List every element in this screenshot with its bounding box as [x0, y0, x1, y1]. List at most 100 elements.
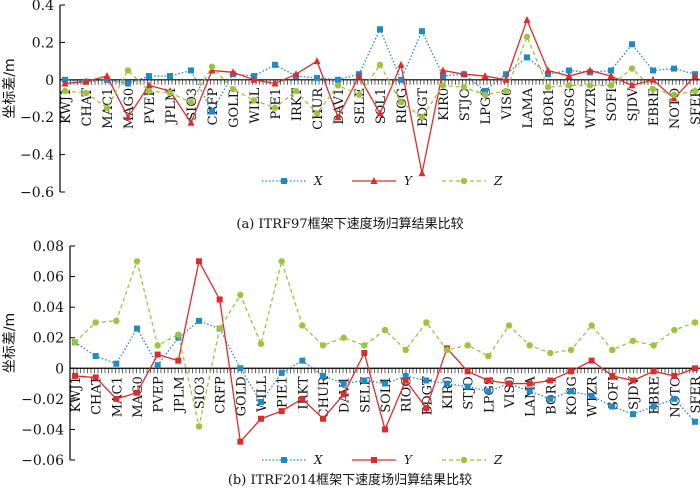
x-category-label: SELE: [358, 376, 373, 413]
marker-square-icon: [423, 405, 430, 412]
marker-triangle-icon: [691, 72, 699, 80]
x-category-label: DAV1: [332, 88, 347, 125]
marker-square-icon: [524, 54, 530, 61]
marker-triangle-icon: [397, 60, 405, 68]
marker-square-icon: [650, 403, 657, 410]
marker-square-icon: [154, 351, 161, 358]
marker-circle-icon: [649, 85, 657, 93]
legend-label: Y: [404, 453, 413, 467]
marker-circle-icon: [133, 258, 141, 265]
x-category-label: PIE1: [276, 376, 291, 408]
x-category-label: WTZR: [584, 87, 599, 129]
marker-triangle-icon: [586, 66, 594, 74]
marker-square-icon: [692, 365, 698, 372]
y-axis-label: 坐标差/m: [2, 58, 18, 118]
marker-circle-icon: [609, 346, 616, 354]
marker-square-icon: [566, 67, 572, 74]
marker-square-icon: [419, 28, 425, 35]
marker-square-icon: [361, 377, 368, 384]
x-category-label: CHAT: [90, 376, 105, 415]
x-category-label: KOSG: [563, 88, 578, 127]
marker-square-icon: [125, 80, 131, 87]
marker-square-icon: [196, 258, 202, 265]
x-category-label: JPLM: [164, 88, 179, 126]
marker-square-icon: [258, 415, 264, 422]
marker-triangle-icon: [334, 113, 342, 121]
marker-triangle-icon: [607, 72, 615, 80]
marker-square-icon: [175, 357, 182, 364]
marker-circle-icon: [313, 110, 321, 117]
marker-circle-icon: [628, 65, 636, 72]
marker-triangle-icon: [61, 79, 69, 87]
marker-square-icon: [464, 383, 471, 390]
legend-label: Y: [404, 174, 413, 188]
chart-panel-b: 0.08 0.06 0.04 0.02 0 −0.02 −0.04 −0.06 坐标差/m KWJ…: [2, 239, 700, 469]
marker-triangle-icon: [355, 72, 363, 80]
marker-square-icon: [526, 380, 533, 387]
marker-circle-icon: [460, 177, 468, 185]
marker-circle-icon: [195, 423, 203, 430]
y-tick-label: −0.04: [21, 422, 64, 438]
marker-square-icon: [630, 377, 636, 384]
legend-label: Z: [493, 453, 503, 467]
marker-square-icon: [588, 357, 595, 364]
marker-circle-icon: [216, 325, 223, 332]
marker-square-icon: [258, 398, 264, 405]
marker-circle-icon: [334, 82, 342, 89]
y-tick-label: −0.2: [20, 110, 54, 126]
marker-triangle-icon: [208, 66, 216, 74]
marker-square-icon: [503, 71, 509, 78]
marker-square-icon: [485, 377, 492, 384]
y-tick-label: 0.04: [33, 300, 64, 316]
marker-circle-icon: [526, 342, 533, 349]
y-tick-label: 0.06: [33, 270, 64, 286]
x-category-label: KIR0: [437, 88, 452, 121]
marker-square-icon: [568, 368, 574, 375]
x-category-label: KWJ1: [59, 88, 74, 124]
x-category-label: SJDV: [626, 87, 641, 121]
marker-square-icon: [671, 372, 678, 379]
marker-triangle-icon: [523, 15, 531, 23]
y-tick-label: −0.4: [20, 148, 54, 164]
marker-square-icon: [320, 372, 326, 379]
y-tick-label: 0: [45, 73, 54, 89]
marker-circle-icon: [547, 349, 554, 357]
x-category-label: MAG0: [131, 376, 146, 417]
marker-triangle-icon: [439, 66, 447, 74]
marker-square-icon: [281, 457, 287, 463]
marker-circle-icon: [567, 346, 575, 354]
marker-circle-icon: [423, 319, 430, 326]
y-tick-label: 0: [55, 361, 64, 377]
marker-circle-icon: [250, 97, 258, 104]
legend-label: Z: [493, 174, 503, 188]
marker-triangle-icon: [250, 75, 258, 83]
marker-circle-icon: [361, 342, 368, 349]
marker-triangle-icon: [481, 72, 489, 80]
marker-square-icon: [209, 108, 215, 115]
marker-circle-icon: [460, 456, 468, 464]
marker-circle-icon: [443, 346, 451, 354]
series-y: [72, 258, 698, 445]
marker-circle-icon: [229, 85, 237, 93]
marker-triangle-icon: [502, 75, 510, 83]
marker-circle-icon: [629, 337, 637, 344]
marker-square-icon: [104, 76, 110, 83]
x-category-label: WILL: [255, 376, 270, 412]
legend-label: X: [313, 453, 323, 467]
chart-panel-a: 0.40.20−0.2−0.4−0.6坐标差/mKWJ1CHATMAC1MAG0…: [2, 0, 700, 201]
marker-circle-icon: [166, 89, 174, 97]
marker-square-icon: [547, 377, 554, 384]
caption-b: (b) ITRF2014框架下速度场归算结果比较: [227, 473, 473, 488]
x-category-label: SJDV: [627, 376, 642, 410]
marker-square-icon: [167, 73, 173, 80]
marker-triangle-icon: [565, 72, 573, 80]
marker-circle-icon: [340, 334, 347, 341]
y-tick-label: 0.2: [32, 35, 54, 51]
series-line: [74, 259, 696, 444]
marker-circle-icon: [319, 342, 327, 349]
marker-circle-icon: [82, 89, 90, 97]
x-category-label: NOTO: [668, 88, 683, 129]
x-category-label: CRFP: [214, 376, 229, 414]
marker-circle-icon: [464, 342, 471, 349]
